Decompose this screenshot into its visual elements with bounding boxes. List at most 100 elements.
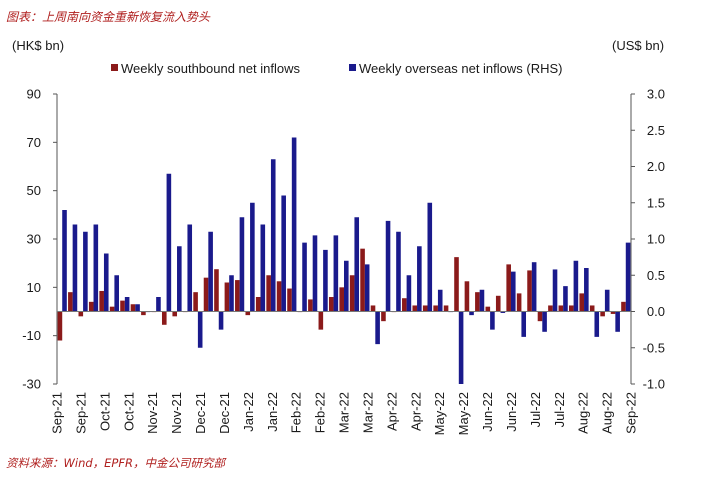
overseas-bar <box>552 269 558 312</box>
southbound-bar <box>558 305 564 312</box>
overseas-bar <box>573 260 579 312</box>
overseas-bar <box>208 231 213 312</box>
right-tick-label: 3.0 <box>647 87 665 102</box>
left-tick-label: 10 <box>27 280 41 295</box>
left-tick-label: -10 <box>22 328 41 343</box>
x-tick-label: May-22 <box>432 392 447 435</box>
southbound-bar <box>276 281 282 312</box>
overseas-bar <box>114 275 119 312</box>
x-tick-label: Jan-22 <box>241 392 256 432</box>
x-tick-label: Apr-22 <box>384 392 399 431</box>
overseas-bar <box>260 224 266 312</box>
overseas-bar <box>615 311 620 332</box>
left-tick-label: 30 <box>27 232 41 247</box>
southbound-bar <box>235 280 240 312</box>
bars-layer <box>57 137 631 384</box>
axes-layer: 90 70 50 30 10 -10 -30 3.0 2.5 2.0 1.5 1.0 0.5 0.0 -0.… <box>22 87 665 436</box>
overseas-bar <box>406 275 412 312</box>
overseas-bar <box>197 311 203 348</box>
right-tick-label: 2.0 <box>647 159 665 174</box>
southbound-bar <box>475 292 480 312</box>
southbound-bar <box>203 277 209 312</box>
southbound-bar <box>381 311 386 322</box>
x-tick-label: Aug-22 <box>600 392 615 434</box>
southbound-bar <box>402 298 407 312</box>
right-tick-label: 0.0 <box>647 304 665 319</box>
overseas-bar <box>62 210 67 312</box>
southbound-bar <box>495 295 501 312</box>
southbound-bar <box>600 311 605 317</box>
right-tick-label: 1.0 <box>647 232 665 247</box>
right-tick-label: 2.5 <box>647 123 665 138</box>
southbound-bar <box>214 269 219 312</box>
overseas-bar <box>333 235 339 312</box>
overseas-bar <box>312 235 318 312</box>
southbound-bar <box>621 301 626 312</box>
southbound-bar <box>579 293 585 312</box>
x-tick-label: Apr-22 <box>408 392 423 431</box>
overseas-bar <box>479 289 485 312</box>
right-tick-label: -0.5 <box>643 340 665 355</box>
southbound-bar <box>287 288 292 312</box>
overseas-bar <box>584 268 589 312</box>
overseas-bar <box>229 275 234 312</box>
overseas-bar <box>427 202 433 312</box>
southbound-bar <box>172 311 178 317</box>
x-tick-label: Dec-21 <box>217 392 232 434</box>
southbound-bar <box>120 300 125 312</box>
southbound-bar <box>141 311 146 316</box>
legend-label-overseas: Weekly overseas net inflows (RHS) <box>359 61 563 76</box>
overseas-bar <box>396 231 401 312</box>
southbound-bar <box>360 248 365 312</box>
southbound-bar <box>506 264 511 312</box>
overseas-bar <box>250 202 255 312</box>
chart-title: 图表：上周南向资金重新恢复流入势头 <box>6 10 211 24</box>
legend: Weekly southbound net inflows Weekly ove… <box>111 61 563 76</box>
x-tick-label: Mar-22 <box>360 392 375 433</box>
x-tick-label: Jun-22 <box>504 392 519 432</box>
overseas-bar <box>510 271 516 312</box>
overseas-bar <box>156 297 161 312</box>
overseas-bar <box>344 260 349 312</box>
x-tick-label: Dec-21 <box>193 392 208 434</box>
overseas-bar <box>354 217 360 312</box>
x-tick-label: May-22 <box>456 392 471 435</box>
left-tick-label: -30 <box>22 377 41 392</box>
overseas-bar <box>135 304 140 312</box>
overseas-bar <box>103 253 109 312</box>
southbound-bar <box>485 306 491 312</box>
x-tick-label: Sep-21 <box>73 392 88 434</box>
x-tick-label: Oct-21 <box>97 392 112 431</box>
right-axis-unit: (US$ bn) <box>612 38 664 53</box>
overseas-bar <box>490 311 495 330</box>
left-tick-label: 90 <box>27 87 41 102</box>
x-tick-label: Mar-22 <box>337 392 352 433</box>
x-tick-label: Jul-22 <box>552 392 567 427</box>
x-tick-label: Sep-22 <box>624 392 639 434</box>
overseas-bar <box>521 311 527 337</box>
southbound-bar <box>527 270 532 312</box>
overseas-bar <box>177 246 182 312</box>
southbound-bar <box>433 305 438 312</box>
overseas-bar <box>542 311 547 332</box>
southbound-bar <box>318 311 324 330</box>
southbound-bar <box>349 275 355 312</box>
overseas-bar <box>437 289 443 312</box>
southbound-bar <box>443 305 449 312</box>
right-tick-label: 0.5 <box>647 268 665 283</box>
southbound-bar <box>224 282 230 312</box>
overseas-bar <box>385 220 391 312</box>
southbound-bar <box>412 305 418 312</box>
x-tick-label: Aug-22 <box>576 392 591 434</box>
overseas-bar <box>594 311 600 337</box>
southbound-bar <box>255 297 261 312</box>
right-tick-label: 1.5 <box>647 195 665 210</box>
x-tick-label: Jul-22 <box>528 392 543 427</box>
southbound-bar <box>88 301 94 312</box>
overseas-bar <box>93 224 99 312</box>
overseas-bar <box>469 311 474 316</box>
overseas-bar <box>281 195 286 312</box>
x-tick-label: Jun-22 <box>480 392 495 432</box>
overseas-bar <box>239 217 245 312</box>
left-tick-label: 50 <box>27 183 41 198</box>
